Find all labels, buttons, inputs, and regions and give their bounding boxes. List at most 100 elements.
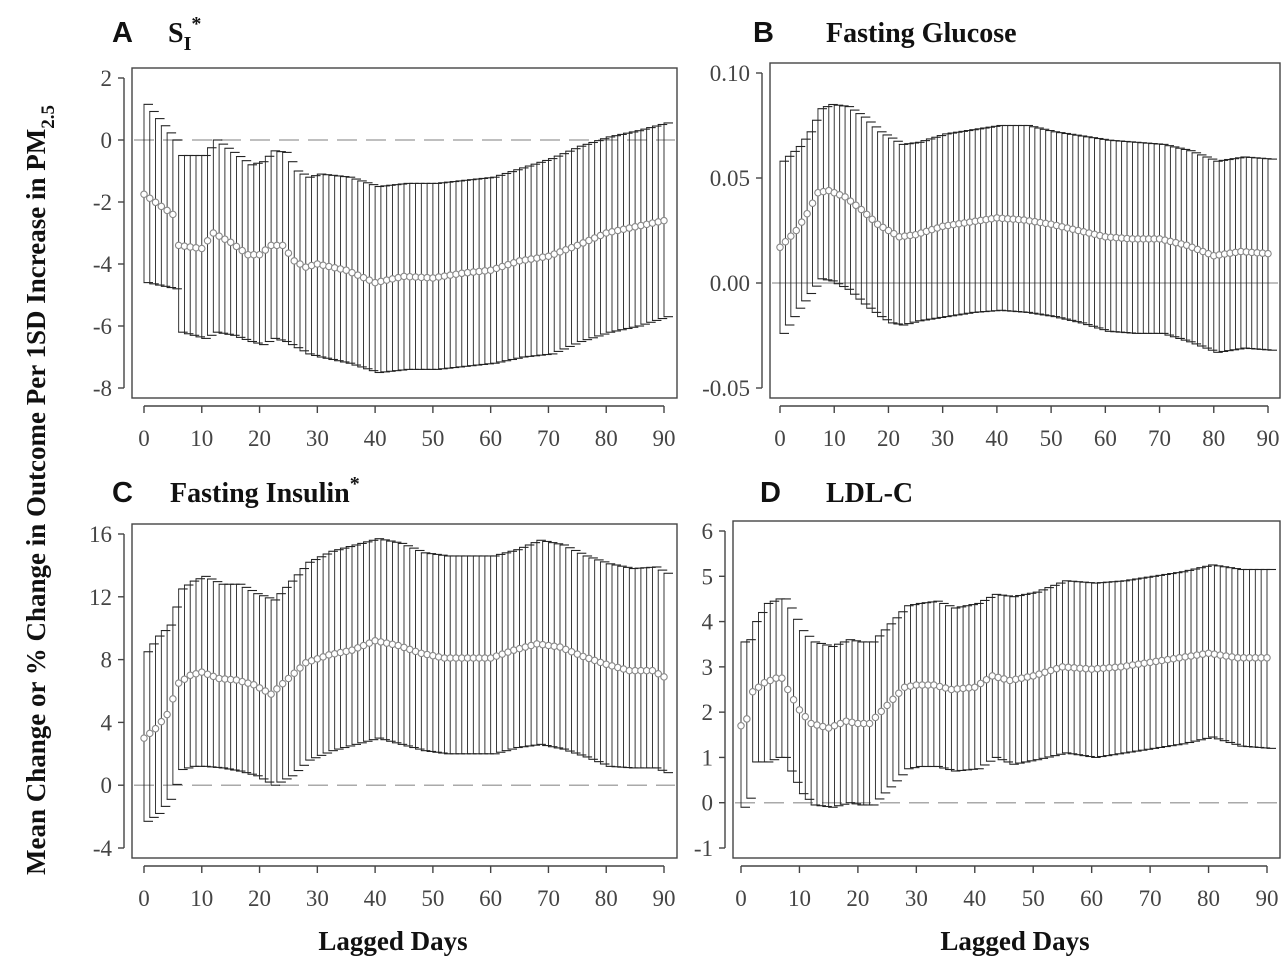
mean-point (808, 199, 817, 207)
panel-letter: C (112, 477, 133, 509)
mean-point (273, 685, 281, 693)
data-point-day-5 (766, 600, 780, 761)
data-point-day-1 (781, 155, 795, 326)
mean-point (151, 724, 160, 733)
mean-point (877, 707, 886, 716)
data-point-day-25 (284, 580, 298, 777)
x-tick-label: 50 (421, 886, 444, 911)
y-tick-label: 8 (101, 648, 113, 673)
mean-point (648, 666, 657, 675)
x-axis-title-left: Lagged Days (318, 926, 467, 956)
mean-point (1263, 654, 1271, 662)
x-tick-label: 80 (1197, 886, 1220, 911)
mean-point (848, 718, 856, 727)
data-point-day-79 (1204, 158, 1218, 351)
data-point-day-45 (1020, 124, 1033, 313)
data-point-day-16 (830, 643, 844, 807)
x-tick-label: 40 (963, 886, 986, 911)
data-point-day-16 (232, 155, 246, 338)
x-tick-label: 20 (248, 886, 271, 911)
panel-letter: D (760, 477, 781, 509)
data-point-day-78 (1199, 156, 1212, 349)
data-point-day-25 (883, 623, 897, 788)
data-point-day-70 (1146, 575, 1160, 749)
data-point-day-77 (585, 557, 598, 760)
data-point-day-68 (533, 539, 546, 745)
data-point-day-63 (1105, 581, 1119, 756)
data-point-day-4 (163, 132, 177, 289)
data-point-day-47 (411, 549, 425, 750)
mean-point (846, 197, 855, 205)
data-point-day-1 (146, 643, 159, 818)
data-point-day-1 (743, 639, 756, 799)
data-point-day-8 (819, 106, 833, 281)
panel-letter: A (112, 17, 133, 49)
data-point-day-64 (510, 169, 523, 359)
data-point-day-37 (354, 180, 367, 368)
y-tick-label: 12 (89, 585, 112, 610)
data-point-day-73 (562, 150, 575, 348)
mean-point (232, 242, 241, 251)
data-point-day-16 (232, 583, 246, 772)
data-point-day-43 (388, 541, 402, 744)
y-tick-label: -6 (93, 314, 112, 339)
data-point-day-24 (278, 151, 292, 343)
x-tick-label: 0 (138, 426, 150, 451)
data-point-day-56 (1064, 580, 1078, 755)
data-point-day-19 (250, 593, 263, 777)
data-point-day-26 (290, 574, 304, 772)
data-point-day-9 (825, 103, 838, 282)
data-point-day-80 (1210, 160, 1223, 353)
data-point-day-78 (1193, 567, 1206, 741)
data-point-day-59 (481, 177, 494, 365)
data-point-day-7 (778, 598, 791, 758)
y-tick-label: 0.10 (710, 61, 750, 86)
plot-frame (131, 523, 678, 859)
data-point-day-11 (801, 635, 815, 800)
data-point-day-67 (527, 542, 541, 746)
x-tick-label: 40 (364, 886, 387, 911)
data-point-day-80 (602, 563, 616, 767)
mean-point (209, 229, 218, 237)
data-point-day-65 (1128, 141, 1142, 334)
mean-point (792, 226, 801, 235)
data-point-day-44 (994, 594, 1008, 761)
mean-point (781, 237, 790, 246)
x-tick-label: 40 (364, 426, 387, 451)
x-tick-label: 60 (479, 426, 502, 451)
x-axis-title-right: Lagged Days (940, 926, 1089, 956)
mean-point (1017, 674, 1026, 682)
data-point-day-87 (642, 127, 656, 323)
data-point-day-18 (244, 164, 257, 343)
data-point-day-47 (1011, 594, 1025, 764)
data-point-day-7 (180, 584, 194, 769)
data-point-day-79 (596, 561, 610, 765)
data-point-day-78 (590, 140, 604, 337)
data-point-day-23 (273, 151, 286, 341)
data-point-day-83 (619, 132, 633, 330)
x-tick-label: 90 (1257, 426, 1280, 451)
x-tick-label: 50 (1040, 426, 1063, 451)
data-point-day-51 (1035, 589, 1049, 759)
data-point-day-17 (238, 160, 252, 340)
x-tick-label: 0 (735, 886, 747, 911)
x-tick-label: 20 (846, 886, 869, 911)
y-tick-label: 0 (702, 791, 714, 816)
mean-point (163, 206, 171, 215)
mean-point (737, 721, 745, 730)
data-point-day-9 (192, 578, 205, 767)
mean-point (890, 229, 898, 238)
x-tick-label: 90 (653, 426, 676, 451)
panel-title: LDL-C (826, 478, 913, 509)
data-point-day-43 (388, 184, 402, 372)
panel-letter: B (753, 17, 774, 49)
mean-point (169, 695, 177, 703)
data-point-day-37 (953, 606, 967, 771)
mean-point (290, 257, 298, 265)
data-point-day-50 (1029, 591, 1043, 761)
mean-point (261, 687, 270, 695)
data-point-day-22 (267, 599, 281, 786)
data-point-day-4 (163, 624, 177, 800)
x-tick-label: 80 (1202, 426, 1225, 451)
